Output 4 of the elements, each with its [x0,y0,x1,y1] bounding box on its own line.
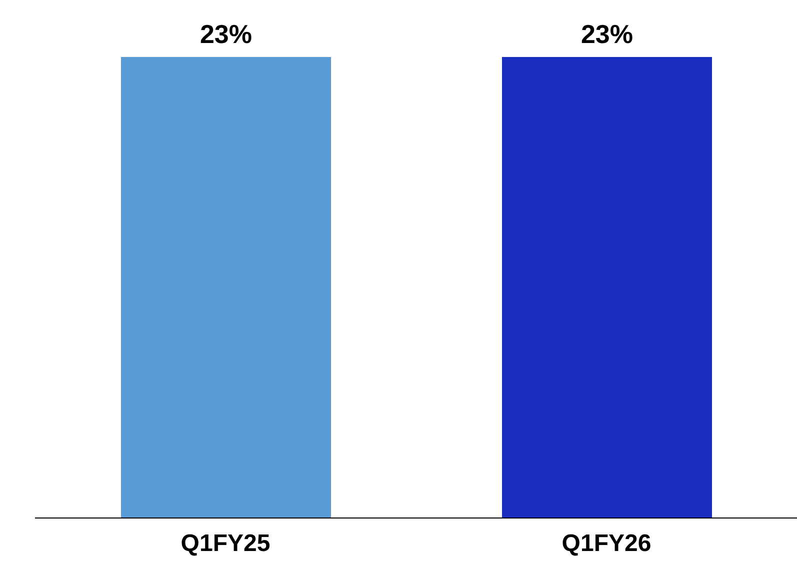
x-tick-label: Q1FY25 [180,530,270,558]
data-label: 23% [580,19,634,49]
x-tick-label: Q1FY26 [562,530,652,558]
data-label: 23% [200,19,252,49]
